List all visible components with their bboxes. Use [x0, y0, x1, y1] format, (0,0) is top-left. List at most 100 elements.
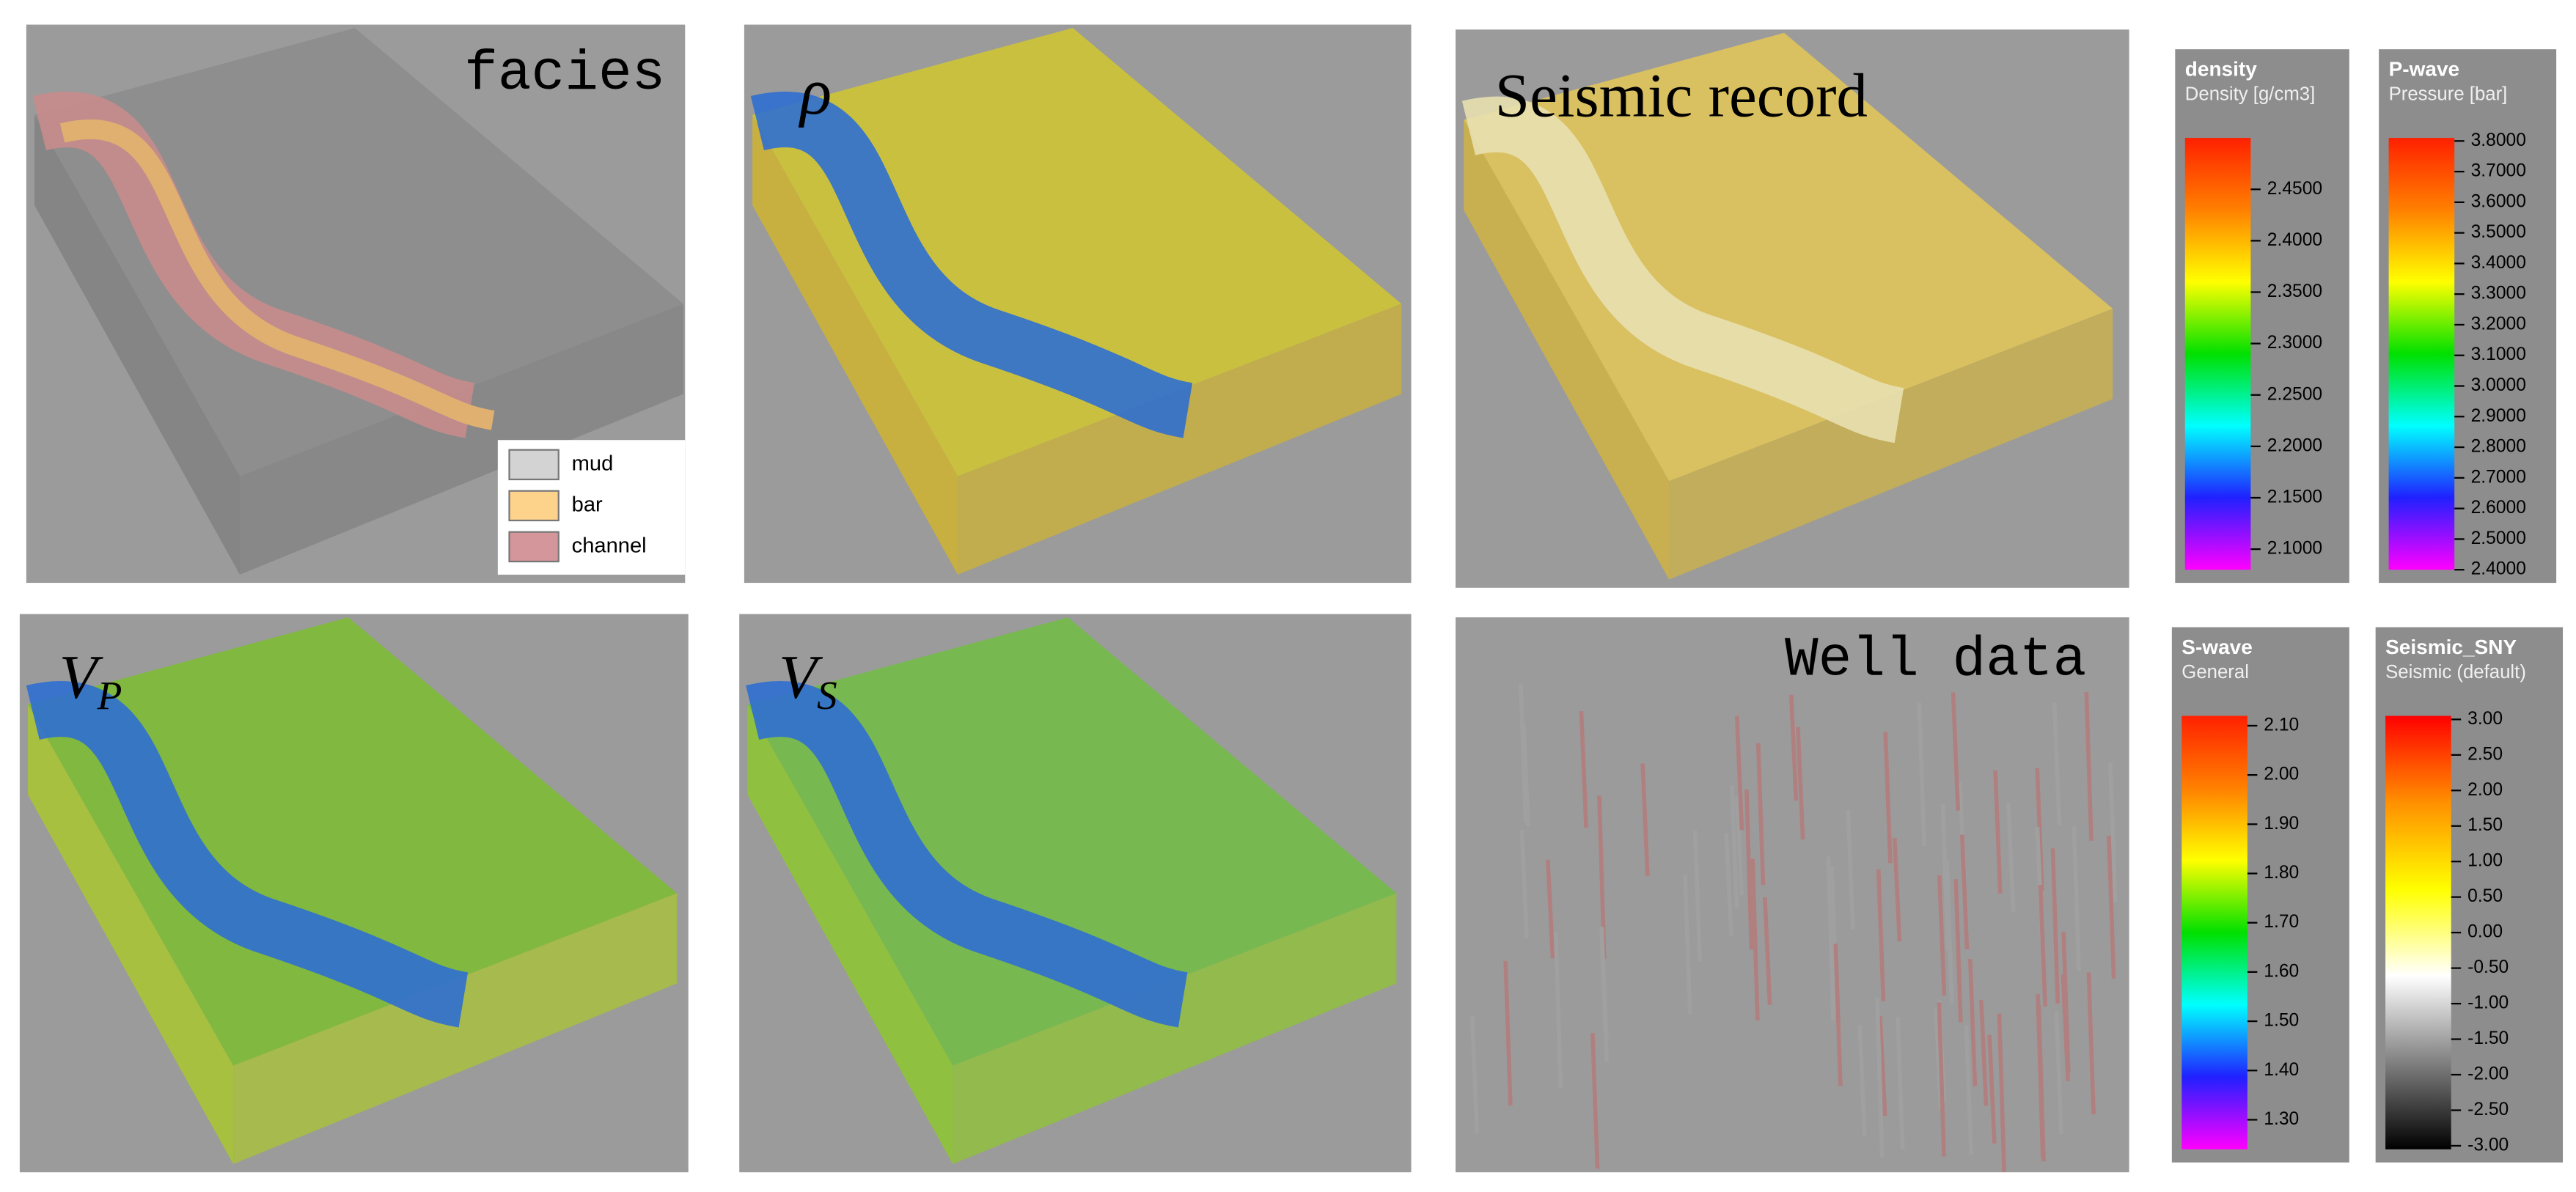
well	[1744, 789, 1754, 950]
tick-label: -1.50	[2467, 1029, 2509, 1048]
legend-swatch	[508, 531, 559, 563]
well	[1964, 1024, 1973, 1155]
tick-label: 3.6000	[2471, 191, 2526, 211]
tick-label: 2.5000	[2471, 529, 2526, 548]
colorbar-title: P-wave	[2389, 58, 2460, 81]
tick-label: 1.40	[2264, 1060, 2299, 1080]
well	[1788, 694, 1799, 801]
well	[1883, 732, 1893, 864]
tick-label: 2.10	[2264, 715, 2299, 735]
panel-label: VS	[779, 642, 837, 718]
tick-label: 1.60	[2264, 961, 2299, 981]
colorbar-title: Seismic_SNY	[2385, 636, 2517, 658]
tick-label: 1.50	[2264, 1011, 2299, 1031]
tick-label: 2.4500	[2267, 179, 2322, 199]
block-front	[28, 704, 234, 1164]
well	[1857, 1024, 1867, 1136]
block-side	[1669, 309, 2113, 580]
well	[1734, 715, 1744, 831]
well	[1763, 897, 1772, 1005]
well	[2035, 768, 2044, 891]
well	[1875, 998, 1885, 1158]
well	[1546, 859, 1555, 959]
tick-label: 3.3000	[2471, 284, 2526, 303]
panel-label: facies	[464, 43, 665, 106]
well	[2038, 884, 2047, 1007]
well	[2086, 972, 2096, 1115]
tick-label: 2.2500	[2267, 384, 2322, 404]
panel-label: ρ	[798, 56, 832, 128]
block-top	[34, 28, 684, 477]
colorbar	[2388, 138, 2455, 570]
well	[1599, 927, 1609, 1042]
well	[1590, 1032, 1600, 1169]
tick-label: 3.5000	[2471, 222, 2526, 242]
well	[1833, 943, 1843, 1086]
well	[1683, 875, 1692, 1015]
well	[2072, 826, 2081, 972]
well	[1553, 931, 1563, 1089]
well	[2108, 762, 2118, 903]
well	[1997, 1013, 2006, 1172]
well	[2050, 848, 2061, 1004]
well	[1579, 711, 1588, 828]
block-top	[28, 617, 678, 1066]
well	[1892, 838, 1902, 942]
block-side	[233, 893, 678, 1164]
channel	[26, 681, 469, 1028]
well	[1469, 1015, 1479, 1133]
well	[2061, 931, 2071, 1073]
tick-label: 0.00	[2467, 922, 2503, 942]
well	[1692, 830, 1703, 962]
tick-label: -1.00	[2467, 993, 2509, 1013]
label-main: V	[59, 642, 104, 711]
well	[1917, 702, 1926, 846]
tick-label: 3.1000	[2471, 345, 2526, 364]
well	[1945, 859, 1954, 1004]
tick-label: 2.8000	[2471, 437, 2526, 457]
well	[2036, 994, 2045, 1158]
legend-swatch	[508, 449, 559, 481]
colorbar	[2181, 715, 2247, 1149]
tick-label: 2.50	[2467, 744, 2503, 764]
tick-label: 2.00	[2264, 765, 2299, 784]
legend-label: mud	[572, 452, 614, 476]
well	[1519, 830, 1529, 939]
tick-label: -0.50	[2467, 957, 2509, 977]
tick-label: 1.80	[2264, 863, 2299, 883]
block-top	[747, 617, 1397, 1066]
block-side	[958, 303, 1402, 575]
tick-label: 1.50	[2467, 815, 2503, 835]
well	[1967, 959, 1978, 1086]
colorbar-subtitle: Seismic (default)	[2385, 662, 2526, 683]
tick-label: 2.2000	[2267, 435, 2322, 455]
tick-label: -2.00	[2467, 1064, 2509, 1084]
well	[1993, 770, 2003, 894]
colorbar-title: S-wave	[2181, 636, 2253, 658]
colorbar-subtitle: Density [g/cm3]	[2185, 84, 2315, 105]
block-front	[752, 114, 958, 575]
tick-label: 2.6000	[2471, 498, 2526, 518]
panel-label: Seismic record	[1495, 61, 1868, 130]
channel	[750, 91, 1193, 438]
block-top	[1464, 32, 2113, 482]
block-front	[1464, 119, 1670, 580]
colorbar-subtitle: Pressure [bar]	[2389, 84, 2508, 105]
channel	[1461, 96, 1904, 444]
well	[1796, 726, 1805, 840]
well	[1953, 879, 1963, 1023]
tick-label: 0.50	[2467, 886, 2503, 906]
colorbar-title: density	[2185, 58, 2257, 81]
well	[1730, 785, 1739, 908]
well	[1951, 692, 1961, 811]
well	[2006, 803, 2016, 912]
well	[2052, 702, 2062, 825]
tick-label: 3.8000	[2471, 130, 2526, 150]
block-side	[240, 303, 684, 575]
well	[2084, 692, 2094, 841]
colorbar-subtitle: General	[2181, 662, 2249, 683]
well	[1940, 803, 1951, 951]
legend-swatch	[508, 490, 559, 522]
tick-label: 1.90	[2264, 814, 2299, 834]
